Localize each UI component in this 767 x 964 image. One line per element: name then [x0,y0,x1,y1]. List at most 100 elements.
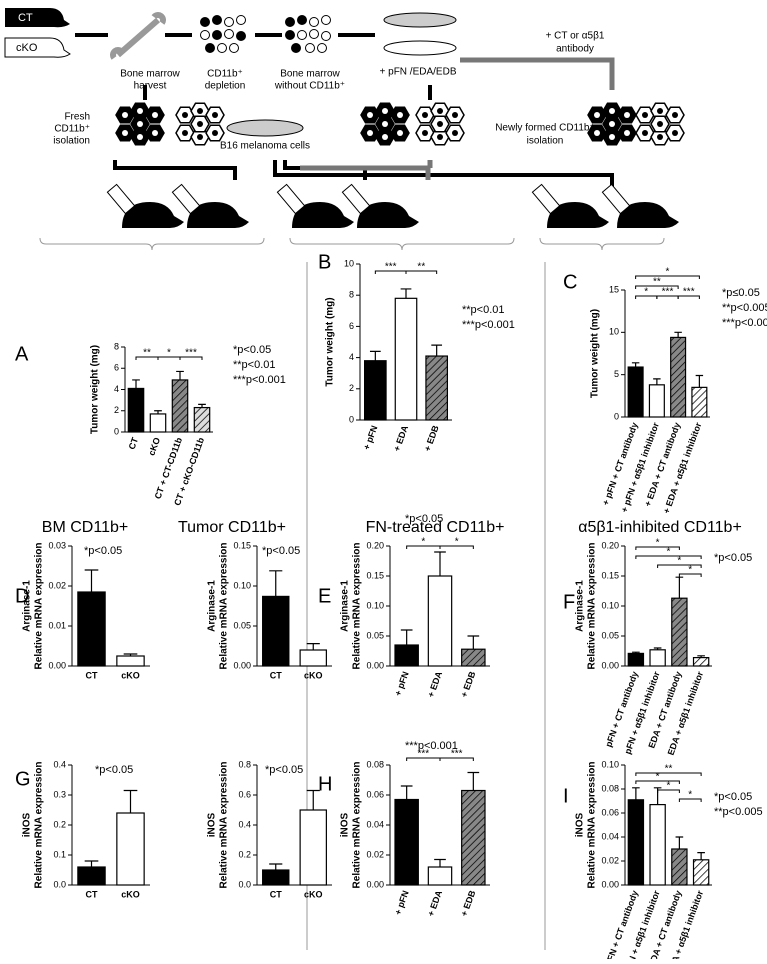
significance-label: * [656,772,660,783]
x-tick-label: CT [86,670,98,680]
nucleus [122,130,128,136]
y-tick-label: 0.00 [233,660,251,670]
cell [224,17,234,27]
bar [193,406,211,433]
y-tick-label: 0.00 [601,660,619,670]
y-axis-label: iNOS [575,812,586,837]
y-tick-label: 0.00 [366,879,384,889]
label: Bone marrow [120,69,180,80]
bar [627,366,644,418]
syringe [601,183,631,215]
annotation: *p<0.05 [233,344,271,356]
annotation: **p<0.01 [233,359,276,371]
label: CT [18,12,33,24]
nucleus [594,112,600,118]
cell [229,43,239,53]
x-tick-label: CT [127,436,141,451]
y-tick-label: 0.00 [601,879,619,889]
arrow [460,57,615,90]
nucleus [152,112,158,118]
bar [149,413,167,433]
dish [383,12,457,28]
error-bar [154,410,162,414]
nucleus [437,108,443,114]
y-tick-label: 0.00 [48,660,66,670]
label: + CT or α5β1 [546,31,605,42]
y-axis-label: Relative mRNA expression [219,543,230,670]
error-bar [695,374,704,388]
error-bar [697,852,705,860]
y-axis-label: Relative mRNA expression [34,543,45,670]
significance-bracket [635,772,702,776]
significance-label: * [644,287,648,298]
nucleus [152,130,158,136]
error-bar [369,350,381,361]
annotation: *p<0.05 [265,764,303,776]
mouse [357,202,419,228]
significance-bracket [677,295,700,299]
label: + pFN /EDA/EDB [380,67,457,78]
panel-letter: G [15,768,31,790]
y-tick-label: 0.2 [238,849,251,859]
y-axis-label: Arginase-1 [22,580,33,632]
bar [127,387,145,433]
y-axis-label: Relative mRNA expression [587,762,598,889]
label: Newly formed CD11b⁺ [495,123,595,134]
y-tick-label: 0.6 [238,789,251,799]
nucleus [422,112,428,118]
significance-bracket [657,789,680,793]
annotation: *p≤0.05 [722,287,760,299]
y-tick-label: 0.20 [366,540,384,550]
bar [364,360,387,421]
syringe [276,183,306,215]
nucleus [212,130,218,136]
nucleus [657,108,663,114]
dish [226,119,304,137]
error-bar [434,858,446,867]
error-bar [269,570,283,597]
cell [217,43,227,53]
bar [394,644,419,667]
nucleus [624,112,630,118]
significance-bracket [405,270,438,274]
cell [200,30,210,40]
y-tick-label: 0.3 [53,789,66,799]
x-tick-label: cKO [304,670,323,680]
x-tick-label: cKO [121,670,140,680]
y-axis-label: Relative mRNA expression [34,762,45,889]
annotation: *p<0.05 [405,513,443,525]
significance-label: ** [665,764,673,775]
label: CD11b⁺ [54,124,90,135]
error-bar [306,643,320,650]
cell [236,31,246,41]
nucleus [422,130,428,136]
bar [394,297,418,421]
significance-label: * [688,790,692,801]
x-tick-label: + EDA [426,889,445,918]
y-tick-label: 0.10 [601,759,619,769]
y-tick-label: 0.02 [366,849,384,859]
mouse-ct [5,8,70,28]
y-tick-label: 10 [609,327,619,337]
error-bar [675,836,684,849]
error-bar [123,653,138,656]
significance-label: * [688,565,692,576]
bar [461,648,486,667]
label: CD11b⁺ [207,69,243,80]
error-bar [431,344,443,357]
cells [200,15,331,53]
nucleus [657,134,663,140]
y-tick-label: 0.08 [366,759,384,769]
x-tick-label: CT [270,670,282,680]
error-bar [269,863,283,870]
error-bar [400,785,413,800]
y-tick-label: 0.15 [233,540,251,550]
cell [321,15,331,25]
y-tick-label: 15 [609,284,619,294]
y-tick-label: 0.06 [366,789,384,799]
y-tick-label: 0.03 [48,540,66,550]
annotation: ***p<0.0005 [722,317,767,329]
panel-letter: B [318,251,331,273]
bar [692,656,710,667]
bar [670,336,687,418]
